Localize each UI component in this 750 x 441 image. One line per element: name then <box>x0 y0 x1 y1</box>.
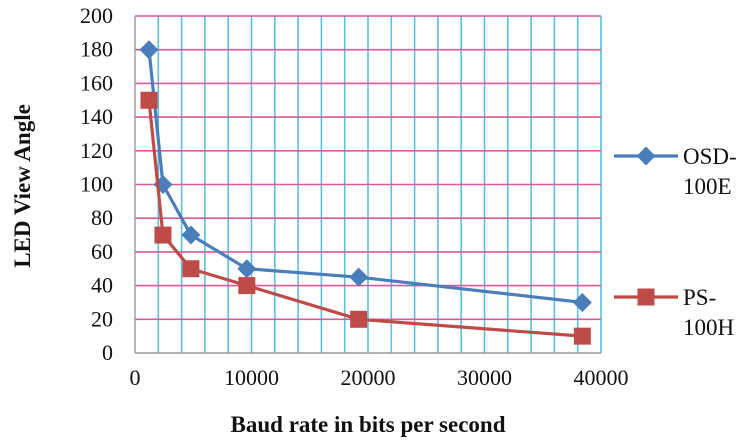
series-line <box>147 49 583 305</box>
chart-legend: OSD- 100E PS- 100H <box>614 144 737 340</box>
y-tick-label: 80 <box>91 205 113 230</box>
legend-label: PS- <box>683 285 716 310</box>
y-tick-label: 60 <box>91 239 113 264</box>
y-tick-label: 0 <box>102 340 113 365</box>
legend-label: OSD- <box>683 144 737 169</box>
data-point <box>237 259 257 279</box>
data-point <box>349 267 369 287</box>
x-tick-label: 40000 <box>574 365 629 390</box>
y-tick-label: 40 <box>91 273 113 298</box>
data-point <box>238 277 256 295</box>
series-line <box>147 100 583 338</box>
data-point <box>154 226 172 244</box>
y-tick-label: 180 <box>80 37 113 62</box>
chart-axes <box>134 16 601 354</box>
y-axis-title: LED View Angle <box>10 104 35 268</box>
chart-series <box>139 40 592 345</box>
x-axis-title: Baud rate in bits per second <box>231 412 506 437</box>
legend-swatch-marker <box>636 146 656 166</box>
x-tick-label: 0 <box>130 365 141 390</box>
chart-grid <box>135 15 602 353</box>
y-tick-label: 200 <box>80 3 113 28</box>
legend-swatch-marker <box>637 288 655 306</box>
x-tick-label: 30000 <box>457 365 512 390</box>
data-point <box>181 225 201 245</box>
data-point <box>350 310 368 328</box>
legend-label: 100E <box>683 174 732 199</box>
y-tick-label: 20 <box>91 306 113 331</box>
x-tick-label: 20000 <box>341 365 396 390</box>
data-point <box>139 40 159 60</box>
y-tick-label: 140 <box>80 104 113 129</box>
y-tick-label: 160 <box>80 70 113 95</box>
x-tick-label: 10000 <box>224 365 279 390</box>
y-tick-label: 100 <box>80 172 113 197</box>
data-point <box>182 260 200 278</box>
data-point <box>140 91 158 109</box>
tick-labels: 0 20 40 60 80 100 120 140 160 180 200 0 10000 20000 30… <box>80 3 629 390</box>
y-tick-label: 120 <box>80 138 113 163</box>
legend-label: 100H <box>683 315 734 340</box>
data-point <box>573 327 591 345</box>
data-point <box>572 292 592 312</box>
